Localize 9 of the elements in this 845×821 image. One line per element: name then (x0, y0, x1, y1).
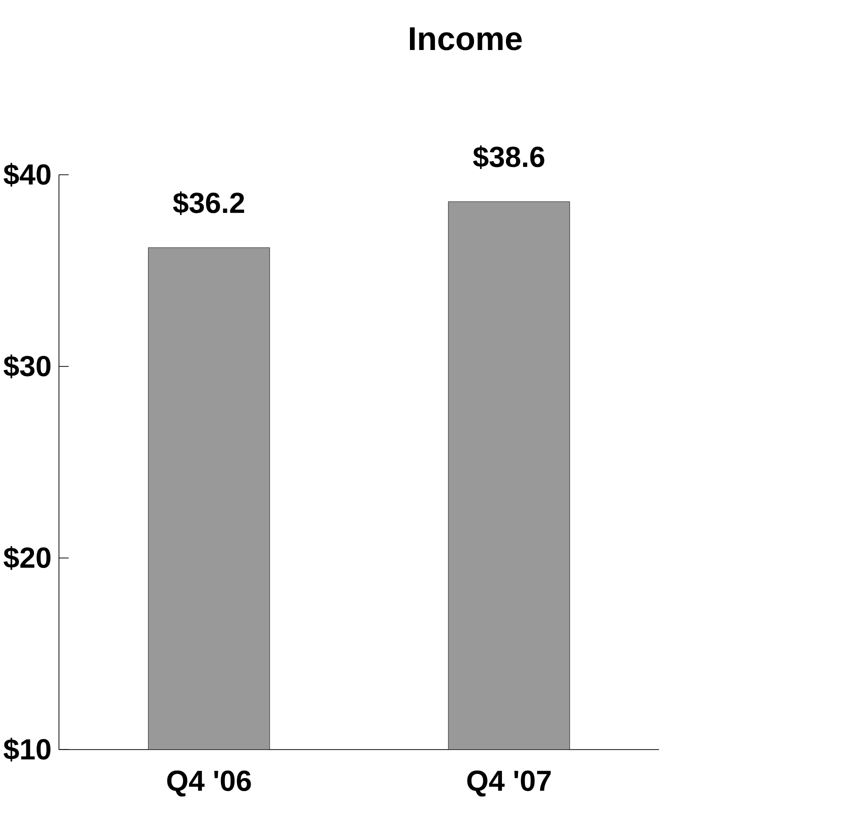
y-tick-label: $20 (4, 546, 50, 570)
y-tick-label: $10 (4, 738, 50, 762)
x-tick-label: Q4 '06 (167, 770, 251, 797)
data-label: $38.6 (473, 146, 544, 170)
x-tick-label: Q4 '07 (467, 770, 551, 797)
data-label: $36.2 (173, 192, 244, 216)
y-tick-label: $30 (4, 354, 50, 378)
y-tick-label: $40 (4, 163, 50, 187)
chart-title: Income (410, 28, 522, 51)
